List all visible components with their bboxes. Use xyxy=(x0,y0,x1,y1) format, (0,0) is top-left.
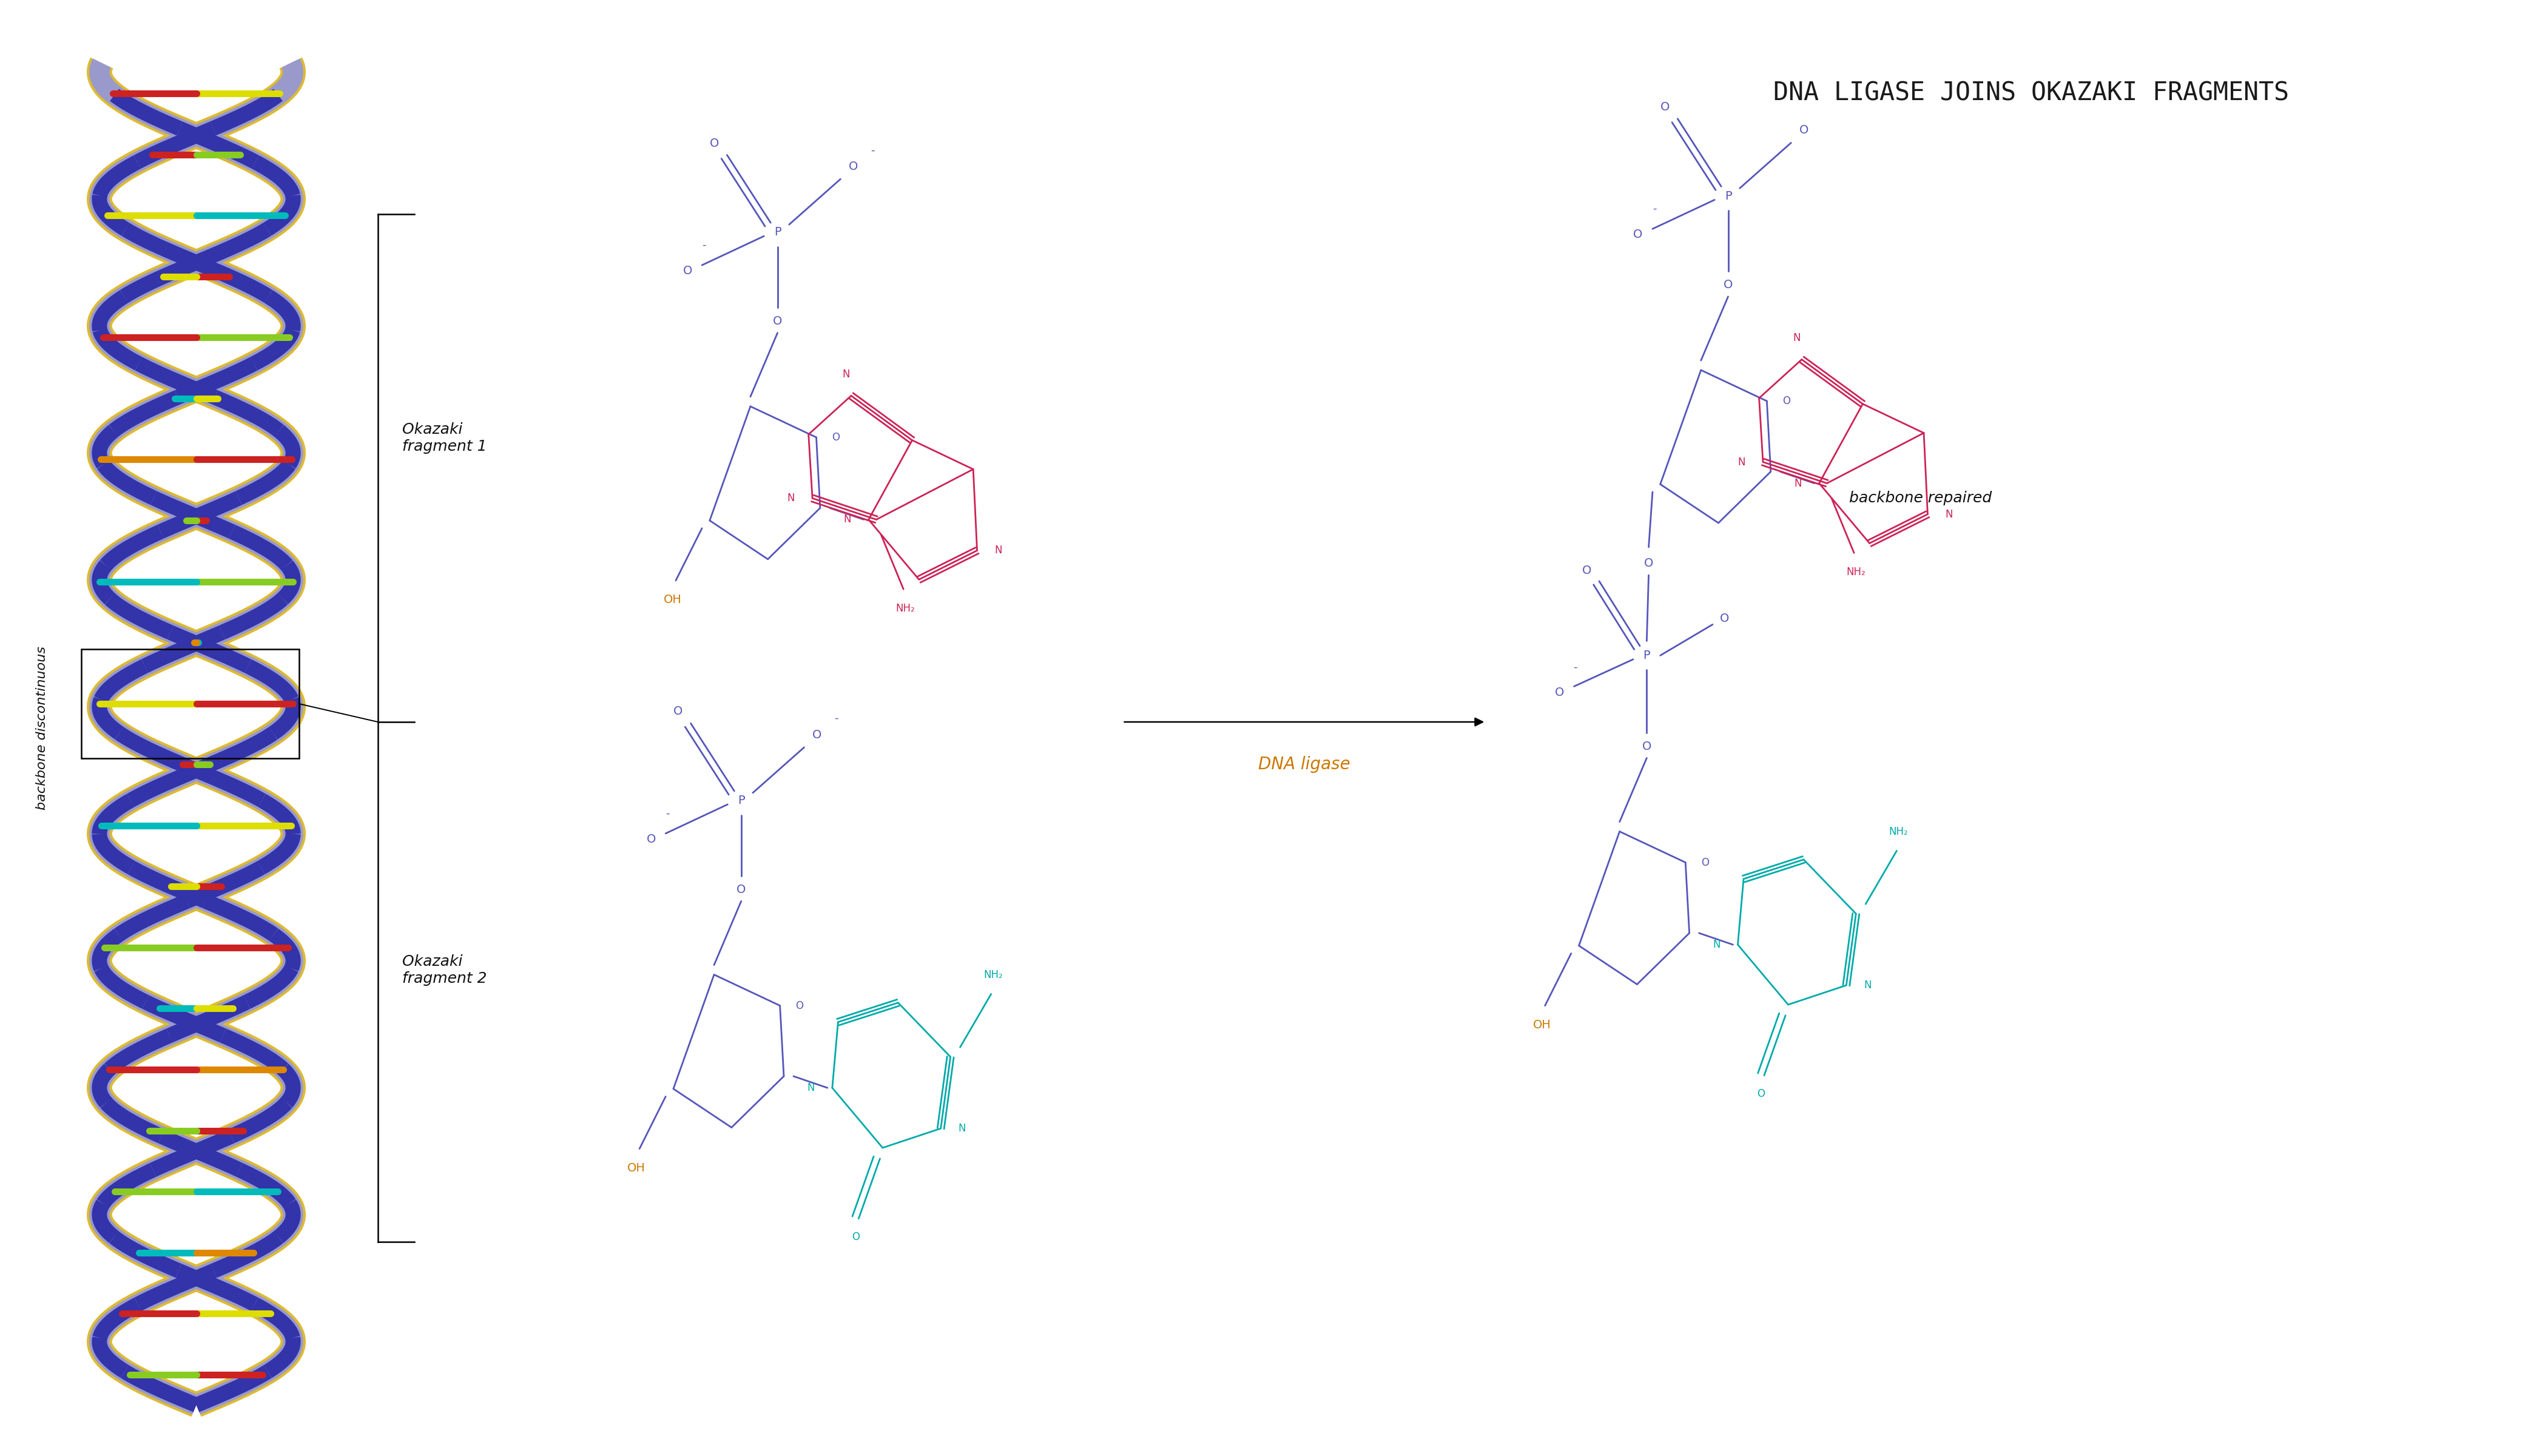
Text: O: O xyxy=(1702,858,1710,868)
Text: O: O xyxy=(673,706,683,718)
Text: Okazaki
fragment 1: Okazaki fragment 1 xyxy=(403,422,487,453)
Text: O: O xyxy=(1720,613,1730,625)
Text: O: O xyxy=(1799,124,1809,135)
Text: O: O xyxy=(1758,1088,1766,1099)
Text: DNA LIGASE JOINS OKAZAKI FRAGMENTS: DNA LIGASE JOINS OKAZAKI FRAGMENTS xyxy=(1773,80,2288,106)
Text: O: O xyxy=(1641,741,1651,753)
Text: N: N xyxy=(1944,508,1952,520)
Text: NH₂: NH₂ xyxy=(897,603,915,614)
Text: O: O xyxy=(1643,558,1654,569)
Text: -: - xyxy=(1654,202,1656,214)
Text: N: N xyxy=(843,368,851,380)
Text: O: O xyxy=(683,265,693,277)
Text: OH: OH xyxy=(627,1162,645,1174)
Text: Okazaki
fragment 2: Okazaki fragment 2 xyxy=(403,954,487,986)
Text: -: - xyxy=(701,239,706,250)
Text: P: P xyxy=(1643,649,1651,661)
Text: P: P xyxy=(1725,191,1733,202)
Text: N: N xyxy=(994,545,1001,556)
Text: DNA ligase: DNA ligase xyxy=(1259,756,1350,773)
Text: O: O xyxy=(813,729,820,741)
Text: N: N xyxy=(1712,939,1720,951)
Text: O: O xyxy=(795,1000,803,1010)
Text: -: - xyxy=(665,808,670,818)
Text: O: O xyxy=(711,137,719,149)
Text: O: O xyxy=(1722,280,1733,291)
Text: N: N xyxy=(1794,333,1801,344)
Text: OH: OH xyxy=(665,594,683,606)
Text: P: P xyxy=(739,795,744,807)
Text: P: P xyxy=(775,227,782,237)
Text: N: N xyxy=(958,1123,966,1134)
Text: O: O xyxy=(1661,102,1669,112)
Text: backbone repaired: backbone repaired xyxy=(1850,491,1993,505)
Text: backbone discontinuous: backbone discontinuous xyxy=(36,646,48,810)
Text: O: O xyxy=(1582,565,1592,577)
Text: N: N xyxy=(808,1082,815,1093)
Text: NH₂: NH₂ xyxy=(1888,826,1908,837)
Text: O: O xyxy=(647,833,655,844)
Text: O: O xyxy=(736,884,747,895)
Text: N: N xyxy=(843,514,851,526)
Text: -: - xyxy=(1572,661,1577,673)
Bar xyxy=(82,649,298,759)
Text: OH: OH xyxy=(1534,1019,1552,1031)
Text: NH₂: NH₂ xyxy=(984,970,1004,980)
Text: N: N xyxy=(1863,980,1870,990)
Text: N: N xyxy=(1738,457,1745,467)
Text: O: O xyxy=(772,316,782,328)
Text: -: - xyxy=(871,144,874,156)
Text: NH₂: NH₂ xyxy=(1847,566,1865,578)
Text: O: O xyxy=(1554,686,1564,697)
Text: O: O xyxy=(1633,229,1643,240)
Text: N: N xyxy=(787,492,795,504)
Text: O: O xyxy=(851,1232,859,1242)
Text: O: O xyxy=(831,432,841,443)
Text: O: O xyxy=(848,160,859,172)
Text: O: O xyxy=(1781,396,1791,406)
Text: N: N xyxy=(1794,478,1801,489)
Text: -: - xyxy=(833,713,838,724)
